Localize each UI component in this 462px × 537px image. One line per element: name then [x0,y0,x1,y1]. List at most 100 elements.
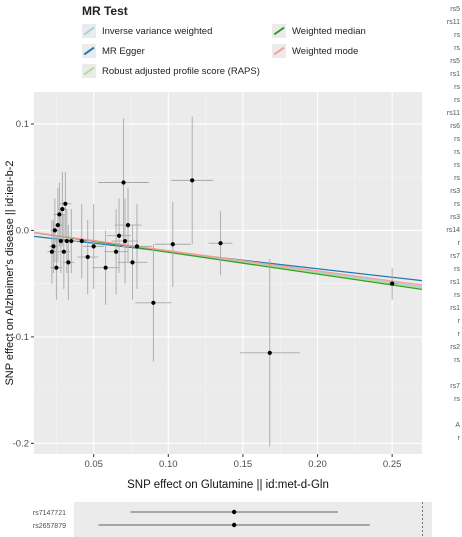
x-ticks: 0.05 0.10 0.15 0.20 0.25 [84,454,401,470]
forest-row-label: rs2657879 [33,523,66,530]
side-snp-label: r [458,435,460,442]
data-point [59,239,63,243]
side-snp-label: r [458,240,460,247]
data-point [54,266,58,270]
side-snp-label: rs [454,357,460,364]
x-axis-label: SNP effect on Glutamine || id:met-d-Gln [127,479,329,491]
legend: MR Test Inverse variance weighted MR Egg… [72,4,412,84]
legend-item-weighted-mode: Weighted mode [272,44,358,58]
side-snp-label: rs5 [450,58,460,65]
data-point [51,244,55,248]
data-point [63,202,67,206]
legend-item-raps: Robust adjusted profile score (RAPS) [82,64,260,78]
side-snp-label: r [458,331,460,338]
side-snp-label: rs [454,32,460,39]
legend-item-ivw: Inverse variance weighted [82,24,212,38]
side-snp-label: rs14 [446,227,460,234]
data-point [190,178,194,182]
y-tick-label: -0.2 [13,438,29,449]
side-snp-label: rs1 [450,305,460,312]
legend-key-weighted-median [272,24,286,38]
data-point [123,239,127,243]
side-snp-label: rs3 [450,214,460,221]
data-point [65,239,69,243]
data-point [50,250,54,254]
data-point [135,244,139,248]
side-snp-label: rs [454,162,460,169]
data-point [218,241,222,245]
side-snp-label: rs11 [447,19,460,26]
side-snp-label: rs [454,84,460,91]
side-snp-labels: rs5 rs11 rs rs rs5 rs1 rs rs rs11 rs6 rs rs rs rs rs3 r… [432,0,462,460]
side-snp-label: rs3 [450,188,460,195]
data-point [80,239,84,243]
legend-swatch-egger [84,47,95,55]
data-point [66,260,70,264]
data-point [268,351,272,355]
legend-title: MR Test [82,4,128,18]
y-tick-label: 0.1 [16,119,29,130]
forest-panel [74,502,432,537]
data-point [60,207,64,211]
side-snp-label: rs2 [450,344,460,351]
data-point [130,260,134,264]
data-point [104,266,108,270]
side-snp-label: rs1 [450,71,460,78]
side-snp-label: rs [454,175,460,182]
side-snp-label: rs6 [450,123,460,130]
legend-swatch-weighted-median [274,27,285,35]
data-point [390,282,394,286]
side-snp-label: rs [454,266,460,273]
data-point [121,180,125,184]
x-tick-label: 0.15 [234,459,253,470]
side-snp-label: rs [454,201,460,208]
side-snp-label: rs5 [450,6,460,13]
legend-key-raps [82,64,96,78]
side-snp-label: rs7 [450,253,460,260]
data-point [53,228,57,232]
legend-swatch-raps [84,67,95,75]
legend-key-egger [82,44,96,58]
x-tick-label: 0.05 [84,459,103,470]
side-snp-label: rs7 [450,383,460,390]
legend-item-egger: MR Egger [82,44,145,58]
x-tick-label: 0.20 [308,459,327,470]
data-point [56,223,60,227]
legend-label-weighted-median: Weighted median [292,26,366,37]
data-point [126,223,130,227]
legend-swatch-weighted-mode [274,47,285,55]
data-point [92,244,96,248]
data-point [86,255,90,259]
data-point [171,242,175,246]
legend-key-ivw [82,24,96,38]
side-snp-label: rs [454,97,460,104]
side-snp-label: A [455,422,460,429]
legend-swatch-ivw [84,27,95,35]
forest-estimate-point [232,523,236,527]
y-tick-label: 0.0 [16,225,29,236]
data-point [57,212,61,216]
side-snp-label: rs [454,149,460,156]
side-snp-label: rs1 [450,279,460,286]
forest-row-label: rs7147721 [33,510,66,517]
y-axis-label: SNP effect on Alzheimer's disease || id:… [4,160,16,385]
side-snp-label: rs [454,292,460,299]
legend-label-egger: MR Egger [102,46,145,57]
data-point [114,250,118,254]
x-tick-label: 0.25 [383,459,402,470]
legend-label-raps: Robust adjusted profile score (RAPS) [102,66,260,77]
x-tick-label: 0.10 [159,459,178,470]
forest-estimate-point [232,510,236,514]
side-snp-label: rs11 [447,110,460,117]
legend-item-weighted-median: Weighted median [272,24,366,38]
data-point [69,239,73,243]
legend-label-weighted-mode: Weighted mode [292,46,358,57]
scatter-plot: 0.1 0.0 -0.1 -0.2 0.05 0.10 0.15 0.20 0.25 SNP … [0,84,432,496]
data-point [151,301,155,305]
forest-plot: rs7147721 rs2657879 [0,500,432,537]
plot-panel [34,92,422,454]
side-snp-label: rs [454,136,460,143]
side-snp-label: rs [454,45,460,52]
legend-label-ivw: Inverse variance weighted [102,26,212,37]
data-point [62,250,66,254]
